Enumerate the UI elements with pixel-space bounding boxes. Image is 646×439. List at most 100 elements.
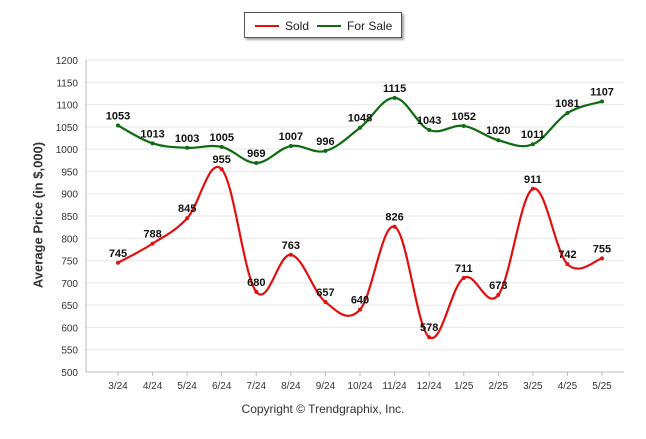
y-axis-title: Average Price (in $,000) <box>30 141 46 289</box>
legend-item-sold: Sold <box>255 19 309 33</box>
data-point-sold <box>323 300 328 305</box>
y-tick-label: 1200 <box>56 56 79 67</box>
y-tick-label: 1100 <box>56 101 78 112</box>
data-label-for-sale: 1115 <box>383 83 406 95</box>
y-tick-label: 750 <box>61 257 78 268</box>
y-tick-label: 800 <box>61 234 78 245</box>
data-label-sold: 755 <box>593 243 611 255</box>
legend-item-for-sale: For Sale <box>317 19 392 33</box>
x-tick-label: 8/24 <box>281 381 301 392</box>
x-tick-label: 6/24 <box>212 381 232 392</box>
data-point-for-sale <box>530 142 535 147</box>
data-point-for-sale <box>565 111 570 116</box>
legend-label-for-sale: For Sale <box>347 19 393 33</box>
copyright-footer: Copyright © Trendgraphix, Inc. <box>241 402 405 416</box>
data-label-sold: 578 <box>420 322 438 334</box>
data-point-sold <box>219 167 224 172</box>
data-point-for-sale <box>185 145 190 150</box>
data-point-for-sale <box>461 123 466 128</box>
data-label-sold: 673 <box>489 280 507 292</box>
x-tick-label: 5/25 <box>592 381 612 392</box>
data-label-for-sale: 969 <box>247 148 265 160</box>
data-point-sold <box>600 256 604 261</box>
data-label-for-sale: 1053 <box>106 111 130 123</box>
y-tick-label: 650 <box>61 301 78 312</box>
data-label-for-sale: 1048 <box>348 113 372 125</box>
data-point-sold <box>530 186 535 191</box>
data-label-sold: 763 <box>282 240 300 252</box>
y-tick-label: 700 <box>61 279 78 290</box>
x-tick-label: 3/24 <box>108 381 128 392</box>
y-tick-label: 1000 <box>56 145 79 156</box>
data-point-for-sale <box>150 141 155 146</box>
data-point-for-sale <box>254 160 259 165</box>
legend-label-sold: Sold <box>285 19 310 33</box>
x-tick-label: 9/24 <box>316 381 336 392</box>
y-tick-label: 1150 <box>56 78 78 89</box>
data-label-sold: 911 <box>524 174 542 186</box>
y-tick-label: 850 <box>61 212 78 223</box>
data-point-sold <box>461 275 466 280</box>
x-tick-label: 5/24 <box>177 381 197 392</box>
x-tick-label: 2/25 <box>489 381 509 392</box>
data-point-for-sale <box>219 144 224 149</box>
data-label-sold: 742 <box>558 249 576 261</box>
x-tick-label: 1/25 <box>454 381 474 392</box>
data-point-sold <box>392 224 397 229</box>
series-line-sold <box>117 165 603 340</box>
data-point-for-sale <box>358 125 362 130</box>
data-label-for-sale: 1081 <box>555 98 579 110</box>
data-label-for-sale: 1007 <box>279 131 303 143</box>
data-label-sold: 745 <box>109 248 127 260</box>
data-label-sold: 680 <box>247 277 265 289</box>
y-tick-label: 600 <box>61 323 78 334</box>
data-point-for-sale <box>116 123 120 128</box>
data-label-sold: 657 <box>316 287 334 299</box>
x-tick-label: 4/25 <box>558 381 578 392</box>
data-label-sold: 711 <box>455 263 473 275</box>
data-label-sold: 955 <box>213 154 231 166</box>
data-point-for-sale <box>392 95 397 100</box>
data-point-for-sale <box>323 148 328 153</box>
data-label-for-sale: 1020 <box>486 125 510 137</box>
data-label-sold: 640 <box>351 295 369 307</box>
data-point-for-sale <box>600 99 604 104</box>
legend: Sold For Sale <box>244 12 402 38</box>
data-point-sold <box>150 241 155 246</box>
data-label-for-sale: 1052 <box>451 111 475 123</box>
data-label-sold: 788 <box>143 229 161 241</box>
data-point-sold <box>288 252 293 257</box>
data-point-for-sale <box>427 127 432 132</box>
y-tick-label: 900 <box>61 190 78 201</box>
x-tick-label: 10/24 <box>347 381 372 392</box>
y-tick-label: 550 <box>61 346 78 357</box>
x-tick-label: 11/24 <box>382 381 407 392</box>
x-tick-label: 12/24 <box>417 381 442 392</box>
data-point-sold <box>496 292 501 297</box>
data-point-for-sale <box>496 138 501 143</box>
data-label-for-sale: 1003 <box>175 133 199 145</box>
data-point-sold <box>254 289 259 294</box>
data-point-sold <box>427 335 432 340</box>
legend-swatch-for-sale <box>317 25 341 27</box>
data-point-sold <box>358 307 362 312</box>
data-label-for-sale: 1043 <box>417 115 441 127</box>
data-label-sold: 845 <box>178 203 196 215</box>
y-tick-label: 500 <box>61 368 78 379</box>
y-tick-label: 950 <box>61 167 78 178</box>
data-point-sold <box>185 216 190 221</box>
y-tick-label: 1050 <box>56 123 79 134</box>
data-label-sold: 826 <box>385 212 403 224</box>
data-label-for-sale: 1005 <box>209 132 233 144</box>
data-point-sold <box>116 260 120 265</box>
data-label-for-sale: 996 <box>316 136 334 148</box>
data-point-for-sale <box>288 144 293 149</box>
data-label-for-sale: 1013 <box>140 128 164 140</box>
data-label-for-sale: 1107 <box>590 86 614 98</box>
data-label-for-sale: 1011 <box>521 129 545 141</box>
x-tick-label: 4/24 <box>143 381 163 392</box>
x-tick-label: 7/24 <box>247 381 267 392</box>
x-tick-label: 3/25 <box>523 381 543 392</box>
